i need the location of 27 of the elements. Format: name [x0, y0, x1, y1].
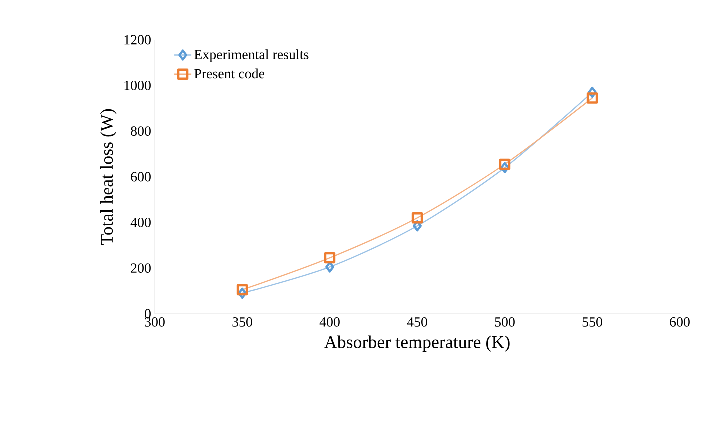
y-tick-label: 1000: [124, 80, 151, 90]
y-tick-label: 800: [131, 126, 151, 136]
y-tick-label: 400: [130, 218, 151, 228]
point: [499, 158, 511, 170]
x-tick-label: 400: [320, 318, 340, 327]
y-axis-title: Total heat loss (W): [100, 109, 117, 246]
x-tick-label: 450: [407, 318, 428, 327]
x-tick-label: 350: [232, 318, 252, 327]
point: [238, 288, 247, 300]
x-tick-label: 550: [582, 318, 602, 327]
x-tick-label: 600: [670, 318, 690, 327]
point: [500, 162, 510, 174]
x-tick-label: 300: [145, 318, 165, 327]
point: [586, 92, 598, 104]
legend-label: Experimental results: [194, 50, 309, 62]
y-tick-label: 0: [145, 309, 151, 319]
y-tick-label: 200: [131, 264, 151, 274]
point: [236, 284, 248, 296]
legend-label: Present code: [194, 68, 265, 79]
point: [413, 220, 422, 232]
point: [588, 86, 597, 98]
x-axis-title: Absorber temperature (K): [324, 336, 510, 352]
y-tick-label: 1200: [124, 35, 151, 45]
point: [412, 212, 424, 224]
x-tick-label: 500: [495, 318, 515, 327]
point: [324, 252, 336, 264]
y-tick-label: 600: [131, 172, 151, 182]
